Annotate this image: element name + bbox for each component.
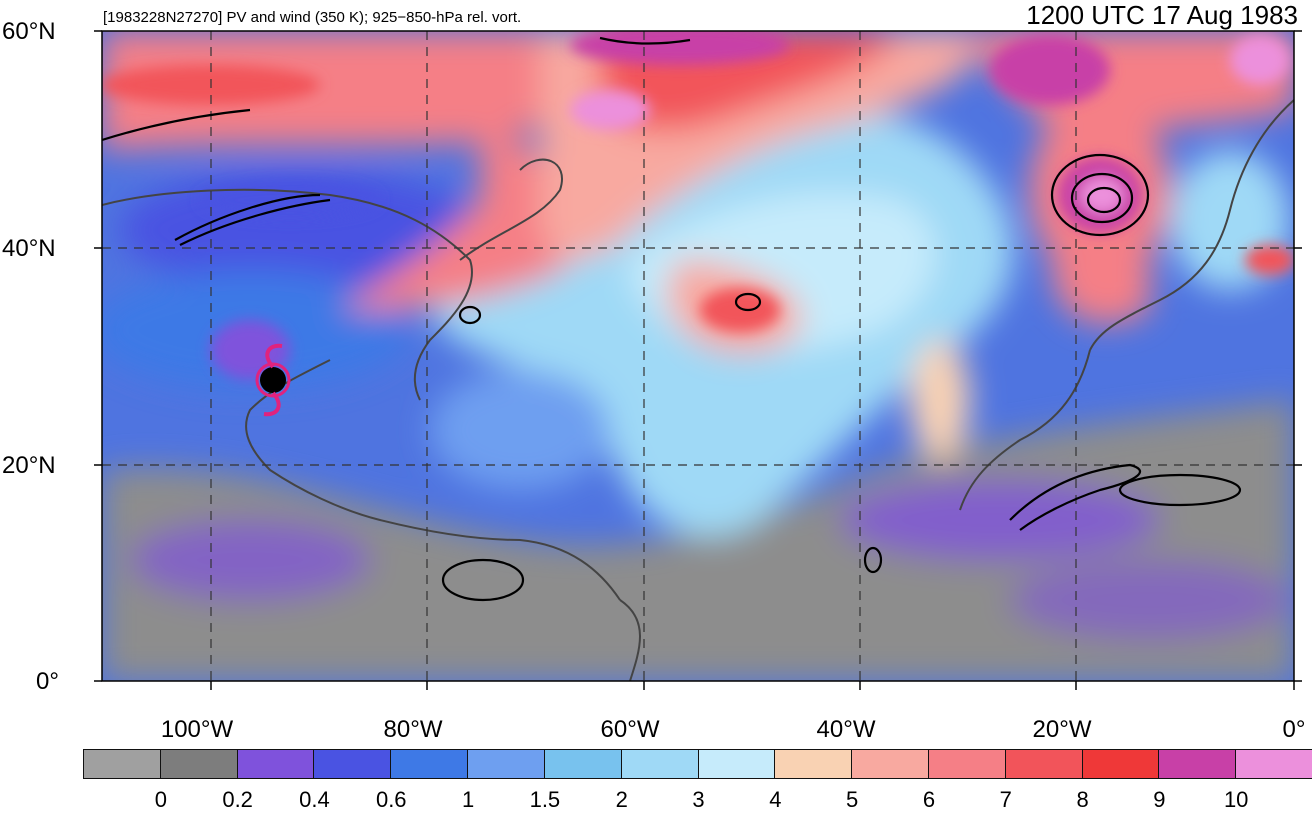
colorbar-tick-label: 0.2 (222, 787, 253, 812)
colorbar-box (1158, 749, 1237, 779)
colorbar-box (159, 749, 238, 779)
coastlines (102, 99, 1294, 681)
vorticity-contours (102, 36, 1242, 602)
axis-ticks (94, 30, 1302, 690)
colorbar-box (620, 749, 699, 779)
colorbar-box (83, 749, 161, 779)
colorbar-box (543, 749, 622, 779)
colorbar-tick-label: 0.6 (375, 787, 407, 812)
lat-label: 0° (36, 668, 59, 695)
colorbar-tick-label: 10 (1223, 787, 1249, 812)
colorbar-tick-label: 5 (846, 787, 859, 812)
colorbar-tick-label: 1.5 (529, 787, 561, 812)
colorbar-tick-label: 9 (1153, 787, 1166, 812)
colorbar-tick-label: 4 (769, 787, 782, 812)
lat-label: 60°N (2, 18, 56, 45)
colorbar-tick-label: 3 (692, 787, 705, 812)
colorbar (83, 749, 1312, 779)
colorbar-tick-label: 0.4 (299, 787, 330, 812)
colorbar-tick-label: 1 (461, 787, 475, 812)
pv-maxima (102, 31, 1294, 380)
lon-label: 80°W (383, 716, 443, 743)
colorbar-tick-label: 2 (615, 787, 628, 812)
hurricane-icon (255, 343, 291, 417)
plot-timestamp: 1200 UTC 17 Aug 1983 (1026, 0, 1298, 30)
colorbar-box (927, 749, 1006, 779)
colorbar-box (236, 749, 315, 779)
colorbar-tick-label: 7 (999, 787, 1012, 812)
lat-label: 20°N (2, 452, 56, 479)
colorbar-box (697, 749, 776, 779)
colorbar-box (1004, 749, 1083, 779)
colorbar-tick-label: 8 (1076, 787, 1089, 812)
lon-label: 60°W (600, 716, 660, 743)
lon-label: 40°W (816, 716, 876, 743)
graticule (102, 31, 1294, 681)
map-frame (101, 30, 1295, 682)
colorbar-tick-label: 0 (154, 787, 167, 812)
colorbar-box (467, 749, 545, 779)
colorbar-box (313, 749, 392, 779)
colorbar-tick-label: 6 (922, 787, 936, 812)
colorbar-box (851, 749, 929, 779)
lon-label: 100°W (160, 716, 234, 743)
colorbar-box (774, 749, 853, 779)
colorbar-box (1081, 749, 1160, 779)
colorbar-box (1235, 749, 1312, 779)
lon-label: 0° (1282, 716, 1306, 743)
colorbar-box (390, 749, 469, 779)
plot-subtitle: [1983228N27270] PV and wind (350 K); 925… (103, 9, 522, 26)
lon-label: 20°W (1032, 716, 1092, 743)
lat-label: 40°N (2, 235, 56, 262)
